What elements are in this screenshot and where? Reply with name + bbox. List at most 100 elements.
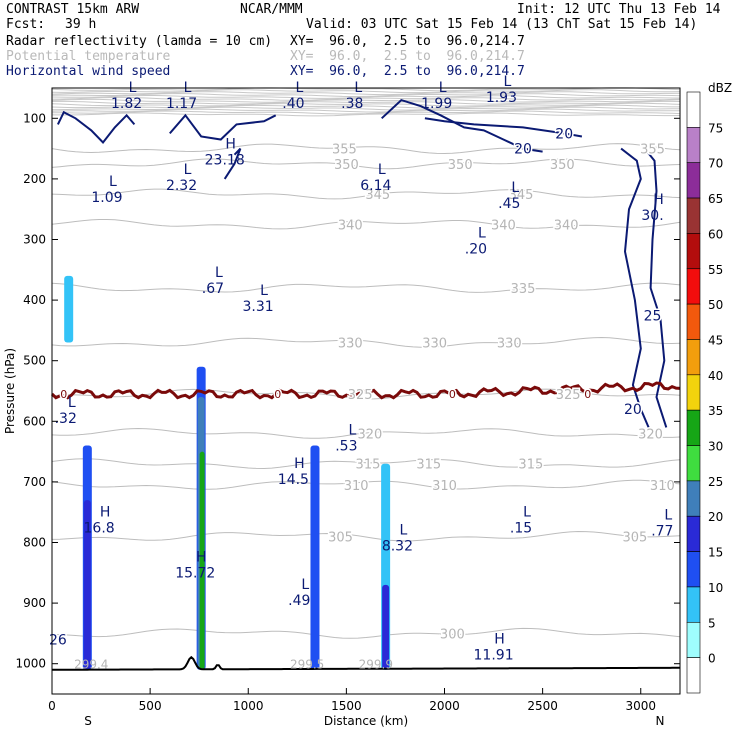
theta-label: 310 — [650, 479, 675, 494]
reflectivity-column — [382, 584, 390, 670]
extremum-value: .40 — [282, 96, 304, 112]
extremum-marker: L — [478, 226, 486, 242]
y-tick-label: 500 — [23, 354, 46, 368]
y-tick-label: 800 — [23, 536, 46, 550]
extremum-value: 11.91 — [474, 648, 514, 664]
extremum-value: 30. — [641, 208, 663, 224]
extremum-marker: H — [294, 456, 305, 472]
wind-contour — [169, 113, 277, 141]
extremum-value: 1.93 — [486, 90, 517, 106]
reflectivity-column — [83, 500, 91, 670]
theta-label: 305 — [622, 530, 647, 545]
colorbar-swatch — [686, 162, 701, 199]
wind-label: 20 — [624, 402, 642, 418]
wind-contour — [223, 147, 242, 180]
extremum-value: 1.09 — [91, 190, 122, 206]
init-time: Init: 12 UTC Thu 13 Feb 14 — [517, 2, 721, 17]
theta-upper-contour — [52, 96, 681, 101]
theta-upper-contour — [52, 100, 681, 105]
theta-upper-contour — [51, 108, 681, 113]
y-tick-label: 700 — [23, 475, 46, 489]
colorbar-level-label: 70 — [708, 157, 723, 171]
valid-time: Valid: 03 UTC Sat 15 Feb 14 (13 ChT Sat … — [306, 17, 698, 32]
x-tick-label: 2500 — [527, 699, 558, 713]
theta-upper-contour — [51, 98, 681, 103]
colorbar-swatch — [686, 127, 701, 164]
colorbar-swatch — [686, 339, 701, 376]
colorbar-swatch — [686, 445, 701, 482]
theta-label: 330 — [422, 337, 447, 352]
freezing-level-label: 0 — [584, 388, 591, 401]
theta-contour-345 — [51, 188, 681, 200]
extremum-marker: L — [511, 180, 519, 196]
extremum-marker: L — [378, 162, 386, 178]
y-tick-label: 600 — [23, 414, 46, 428]
org-label: NCAR/MMM — [240, 2, 303, 17]
y-tick-label: 100 — [23, 111, 46, 125]
theta-contour-355 — [51, 143, 681, 155]
y-tick-label: 300 — [23, 233, 46, 247]
colorbar-level-label: 40 — [708, 369, 723, 383]
theta-upper-contour — [51, 95, 680, 99]
x-tick-label: 3000 — [625, 699, 656, 713]
extremum-marker: L — [399, 522, 407, 538]
extremum-marker: L — [68, 395, 76, 411]
theta-upper-contour — [51, 102, 681, 107]
theta-label: 315 — [356, 458, 381, 473]
x-tick-label: 0 — [48, 699, 56, 713]
wind-contour — [424, 117, 583, 138]
wind-label: 25 — [644, 308, 662, 324]
theta-surface-label: 299.9 — [359, 658, 393, 672]
colorbar-level-label: 10 — [708, 581, 723, 595]
theta-label: 345 — [365, 188, 390, 203]
theta-label: 300 — [440, 627, 465, 642]
extremum-value: .20 — [465, 242, 487, 258]
y-tick-label: 400 — [23, 293, 46, 307]
colorbar-swatch — [686, 374, 701, 411]
extremum-value: .32 — [55, 411, 77, 427]
reflectivity-column — [64, 275, 74, 343]
reflectivity-column — [310, 445, 320, 670]
theta-contour-335 — [51, 282, 681, 293]
extremum-value: 3.31 — [242, 299, 273, 315]
theta-upper-contour — [52, 112, 681, 117]
colorbar-level-label: 30 — [708, 440, 723, 454]
colorbar-level-label: 55 — [708, 263, 723, 277]
x-tick-label: 500 — [139, 699, 162, 713]
extremum-value: 6.14 — [360, 178, 391, 194]
wind-label: 20 — [514, 142, 532, 158]
theta-label: 330 — [338, 337, 363, 352]
theta-label: 320 — [638, 427, 663, 442]
colorbar-swatch — [686, 197, 701, 234]
extremum-marker: L — [664, 507, 672, 523]
extremum-value: 1.17 — [166, 96, 197, 112]
theta-label: 350 — [334, 158, 359, 173]
theta-upper-contour — [51, 106, 681, 111]
extremum-marker: L — [348, 422, 356, 438]
theta-label: 335 — [511, 282, 536, 297]
colorbar-swatch — [686, 233, 701, 270]
theta-contour-310 — [51, 479, 681, 490]
field-xy-wind: XY= 96.0, 2.5 to 96.0,214.7 — [290, 64, 525, 79]
extremum-value: .53 — [335, 438, 357, 454]
y-tick-label: 1000 — [15, 657, 46, 671]
colorbar-swatch — [686, 657, 701, 694]
theta-label: 340 — [338, 218, 363, 233]
theta-label: 310 — [432, 479, 457, 494]
x-end-label-right: N — [656, 714, 665, 728]
field-xy-theta: XY= 96.0, 2.5 to 96.0,214.7 — [290, 49, 525, 64]
wind-contour — [620, 147, 650, 428]
theta-label: 345 — [509, 188, 534, 203]
y-axis-label: Pressure (hPa) — [3, 348, 17, 434]
theta-contour-350 — [51, 158, 681, 170]
theta-label: 355 — [640, 143, 665, 158]
extremum-marker: L — [184, 162, 192, 178]
extremum-value: 23.18 — [205, 152, 245, 168]
theta-label: 310 — [344, 479, 369, 494]
colorbar-level-label: 65 — [708, 192, 723, 206]
wind-contour — [643, 147, 668, 428]
extremum-value: 8.32 — [382, 538, 413, 554]
colorbar-swatch — [686, 409, 701, 446]
y-tick-label: 200 — [23, 172, 46, 186]
field-name-reflectivity: Radar reflectivity (lamda = 10 cm) — [6, 34, 273, 49]
